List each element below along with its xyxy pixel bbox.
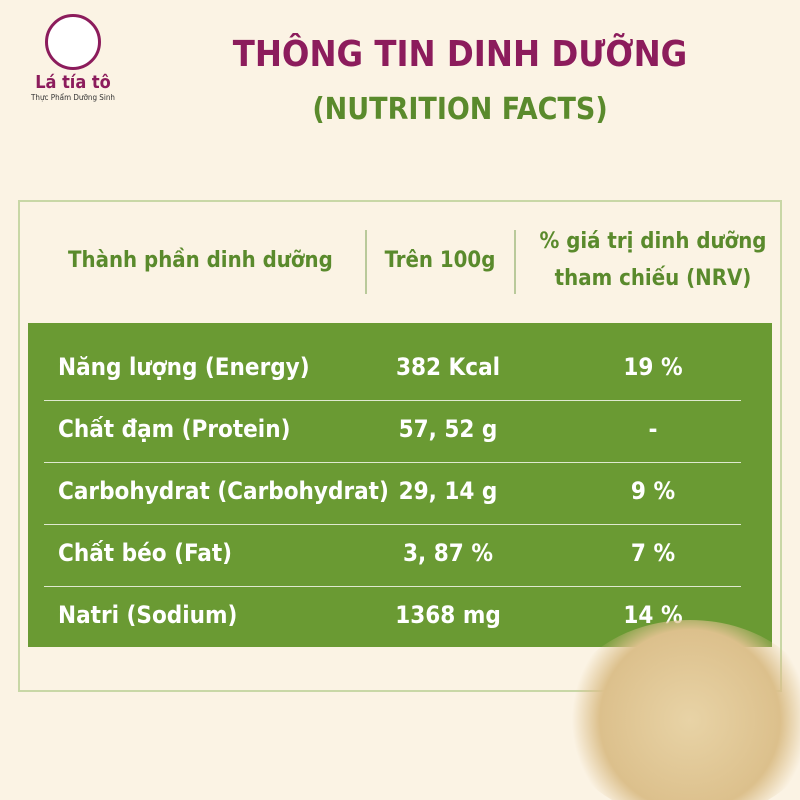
subtitle: (NUTRITION FACTS) [312, 92, 608, 127]
table-cell: 1368 mg [395, 601, 501, 629]
separator [514, 230, 516, 294]
table-cell: 382 Kcal [395, 353, 501, 381]
logo-tagline: Thực Phẩm Dưỡng Sinh [31, 93, 115, 102]
row-divider [44, 586, 741, 587]
logo: Lá tía tô Thực Phẩm Dưỡng Sinh [18, 14, 128, 102]
table-cell: 9 % [630, 477, 676, 505]
table-row: Chất béo (Fat) 3, 87 % 7 % [28, 521, 772, 585]
title: THÔNG TIN DINH DƯỠNG [232, 34, 688, 75]
row-divider [44, 524, 741, 525]
table-row: Năng lượng (Energy) 382 Kcal 19 % [28, 335, 772, 399]
row-divider [44, 400, 741, 401]
row-divider [44, 462, 741, 463]
table-body [28, 323, 772, 647]
beans-image [560, 620, 800, 800]
header-cell: Trên 100g [384, 247, 496, 273]
table-cell: Carbohydrat (Carbohydrat) [58, 477, 389, 505]
header-cell: Thành phần dinh dưỡng [68, 247, 333, 273]
separator [365, 230, 367, 294]
logo-name: Lá tía tô [35, 72, 111, 93]
table-cell: Chất đạm (Protein) [58, 415, 291, 443]
table-row: Carbohydrat (Carbohydrat) 29, 14 g 9 % [28, 459, 772, 523]
table-cell: 57, 52 g [398, 415, 498, 443]
table-row: Chất đạm (Protein) 57, 52 g - [28, 397, 772, 461]
table-cell: Chất béo (Fat) [58, 539, 233, 567]
table-cell: Natri (Sodium) [58, 601, 238, 629]
table-cell: - [648, 415, 658, 443]
header-cell: % giá trị dinh dưỡng tham chiếu (NRV) [539, 228, 767, 291]
frame [18, 200, 782, 692]
table-cell: 7 % [630, 539, 676, 567]
table-cell: 19 % [623, 353, 683, 381]
logo-icon [45, 14, 101, 70]
table-cell: 29, 14 g [398, 477, 498, 505]
table-cell: 3, 87 % [403, 539, 493, 567]
table-cell: Năng lượng (Energy) [58, 353, 310, 381]
